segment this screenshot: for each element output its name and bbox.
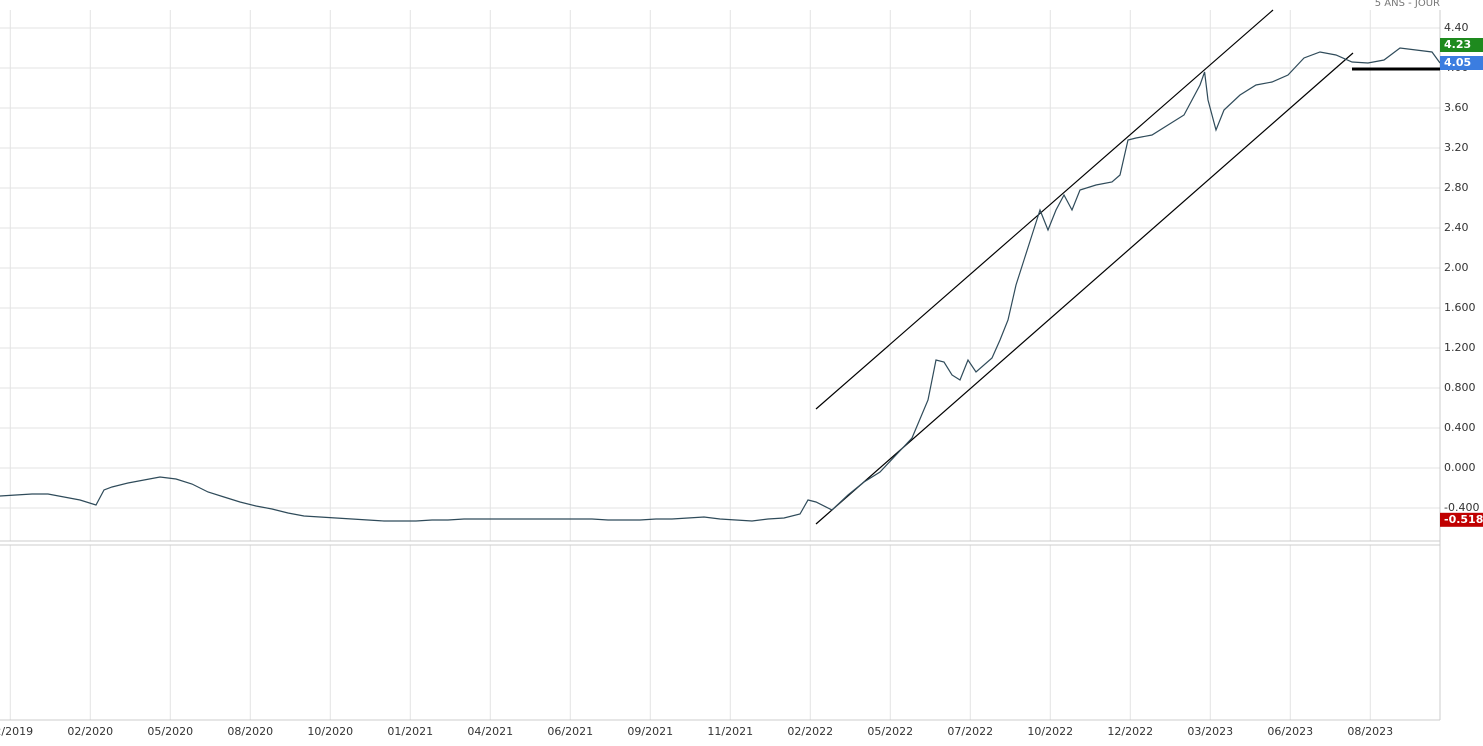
y-tick-label: 1.200	[1444, 341, 1476, 354]
x-tick-label: 06/2021	[547, 725, 593, 738]
x-tick-label: 05/2020	[147, 725, 193, 738]
x-tick-label: 02/2020	[67, 725, 113, 738]
y-tick-label: 1.600	[1444, 301, 1476, 314]
x-tick-label: 03/2023	[1187, 725, 1233, 738]
y-tick-label: 3.20	[1444, 141, 1469, 154]
price-line	[0, 47, 1441, 522]
x-tick-label: 08/2020	[227, 725, 273, 738]
x-tick-label: 12/2019	[0, 725, 33, 738]
y-tick-label: 2.00	[1444, 261, 1469, 274]
x-tick-label: 12/2022	[1107, 725, 1153, 738]
price-label-box	[1440, 512, 1483, 527]
price-label: 4.23	[1444, 38, 1471, 51]
y-tick-label: 3.60	[1444, 101, 1469, 114]
y-tick-label: 2.40	[1444, 221, 1469, 234]
y-tick-label: 0.400	[1444, 421, 1476, 434]
y-tick-label: -0.400	[1444, 501, 1479, 514]
x-tick-label: 02/2022	[787, 725, 833, 738]
x-tick-label: 11/2021	[707, 725, 753, 738]
y-tick-label: 2.80	[1444, 181, 1469, 194]
grid	[0, 10, 1440, 720]
x-tick-label: 08/2023	[1347, 725, 1393, 738]
y-tick-label: 0.000	[1444, 461, 1476, 474]
y-tick-label: 4.40	[1444, 21, 1469, 34]
x-tick-label: 05/2022	[867, 725, 913, 738]
x-tick-label: 01/2021	[387, 725, 433, 738]
channel-upper	[815, 9, 1274, 410]
x-tick-label: 06/2023	[1267, 725, 1313, 738]
x-tick-label: 09/2021	[627, 725, 673, 738]
price-label: 4.05	[1444, 56, 1471, 69]
x-tick-label: 10/2022	[1027, 725, 1073, 738]
price-label: -0.518	[1444, 513, 1483, 526]
price-label-box	[1440, 38, 1483, 52]
x-tick-label: 10/2020	[307, 725, 353, 738]
x-tick-label: 04/2021	[467, 725, 513, 738]
plot	[0, 47, 1441, 522]
price-label-box	[1440, 56, 1483, 70]
chart-title: 5 ANS - JOUR	[1375, 0, 1440, 9]
y-tick-label: 0.800	[1444, 381, 1476, 394]
x-tick-label: 07/2022	[947, 725, 993, 738]
